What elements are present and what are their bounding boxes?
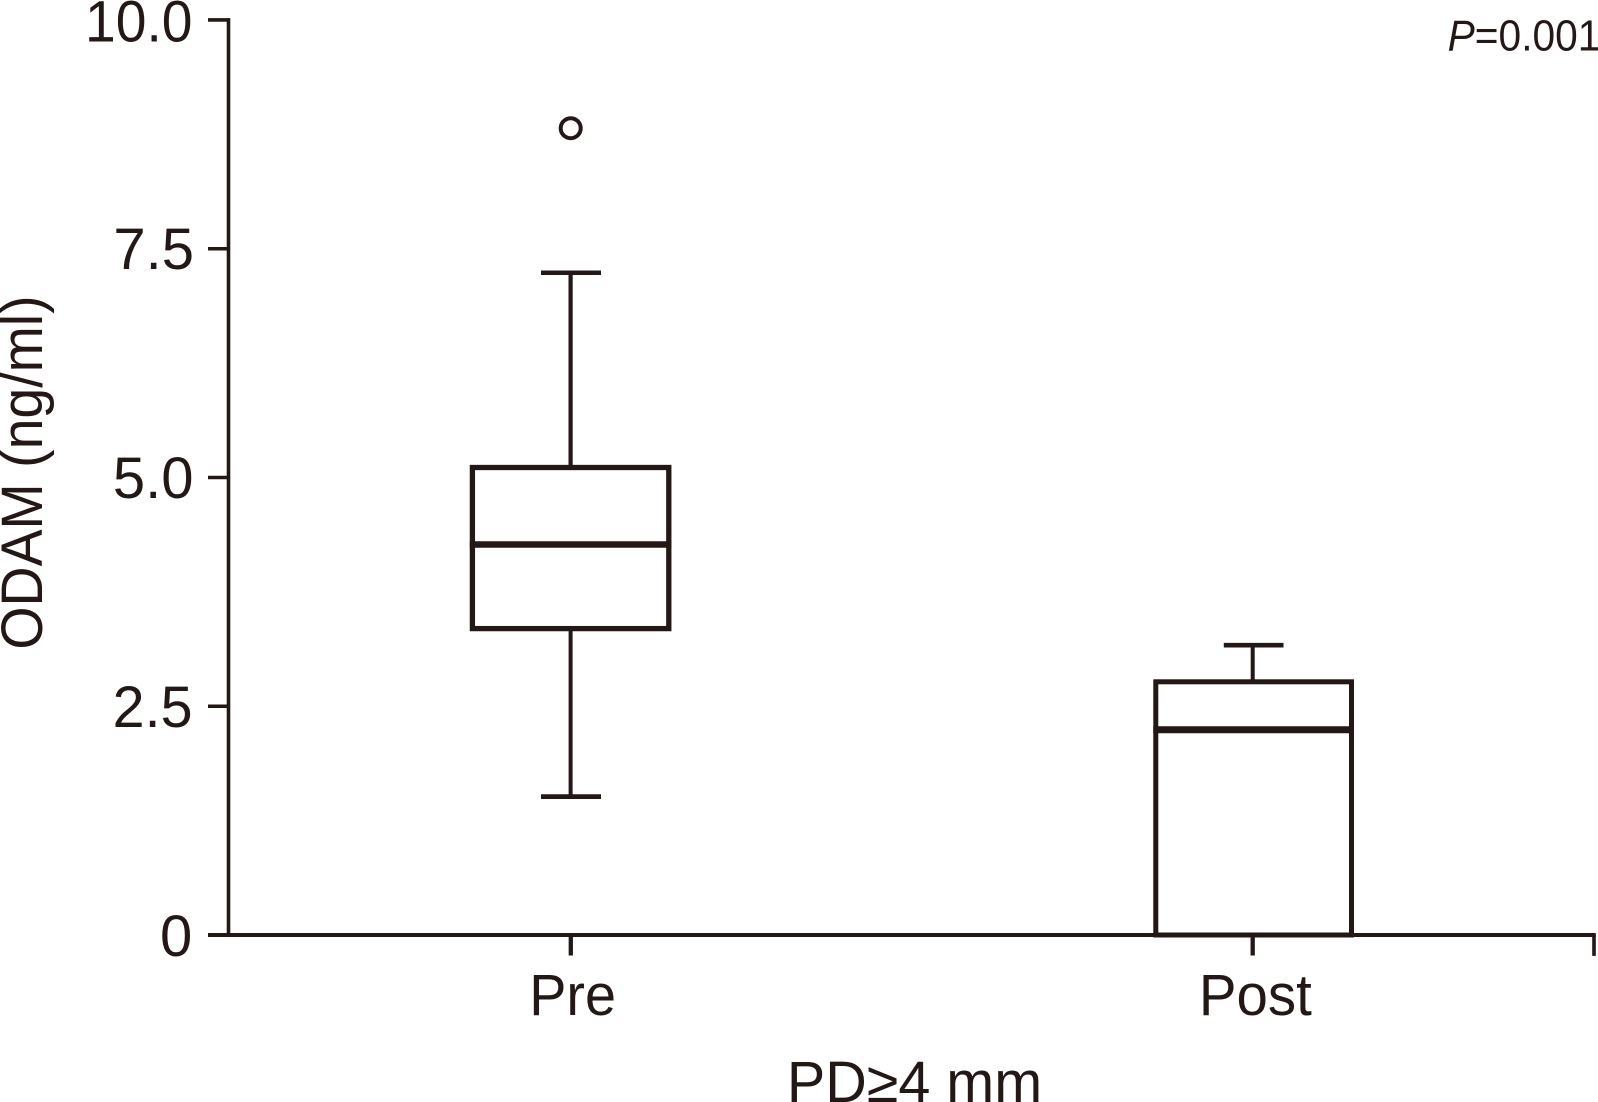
svg-text:PD≥4 mm: PD≥4 mm	[787, 1051, 1042, 1102]
svg-text:7.5: 7.5	[113, 217, 194, 282]
svg-text:10.0: 10.0	[85, 0, 192, 54]
svg-text:2.5: 2.5	[113, 675, 193, 739]
svg-text:0: 0	[160, 904, 192, 969]
svg-text:5.0: 5.0	[113, 446, 194, 511]
svg-text:Pre: Pre	[529, 963, 616, 1028]
svg-text:Post: Post	[1199, 963, 1312, 1028]
svg-text:ODAM (ng/ml): ODAM (ng/ml)	[0, 295, 55, 649]
svg-text:P=0.001: P=0.001	[1448, 11, 1598, 60]
